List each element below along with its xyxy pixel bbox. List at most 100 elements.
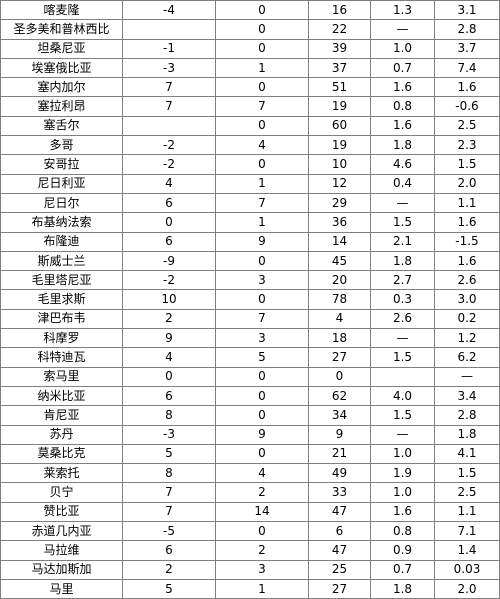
table-row: 津巴布韦 2 7 4 2.6 0.2	[0, 308, 500, 330]
value-cell-col3: 18	[308, 328, 371, 349]
country-name-cell: 赤道几内亚	[0, 521, 123, 542]
value-cell-col5: 7.4	[434, 57, 500, 79]
value-cell-col3: 51	[308, 77, 371, 98]
value-cell-col5: -0.6	[434, 96, 500, 117]
table-row: 马拉维 6 2 47 0.9 1.4	[0, 540, 500, 561]
country-name-cell: 尼日利亚	[0, 173, 123, 194]
value-cell-col3: 34	[308, 405, 371, 426]
value-cell-col5: 1.5	[434, 154, 500, 175]
value-cell-col2: 1	[215, 578, 309, 599]
value-cell-col5: 1.1	[434, 192, 500, 214]
value-cell-col2: 0	[215, 289, 309, 310]
value-cell-col1: 2	[122, 559, 216, 580]
value-cell-col1: 7	[122, 482, 216, 503]
value-cell-col2: 2	[215, 540, 309, 561]
value-cell-col3: 22	[308, 19, 371, 40]
value-cell-col1: 4	[122, 173, 216, 194]
value-cell-col5: 3.1	[434, 0, 500, 21]
table-row: 尼日尔 6 7 29—1.1	[0, 192, 500, 214]
value-cell-col2: 4	[215, 463, 309, 484]
value-cell-col4	[370, 366, 435, 387]
value-cell-col5: 4.1	[434, 443, 500, 465]
value-cell-col2: 7	[215, 96, 309, 117]
value-cell-col2: 1	[215, 173, 309, 194]
country-name-cell: 马达加斯加	[0, 559, 123, 580]
value-cell-col4: 1.0	[370, 482, 435, 503]
table-row: 安哥拉 -2 0 10 4.6 1.5	[0, 154, 500, 175]
value-cell-col4: 0.3	[370, 289, 435, 310]
value-cell-col3: 19	[308, 96, 371, 117]
country-name-cell: 科特迪瓦	[0, 347, 123, 368]
value-cell-col4: 1.5	[370, 347, 435, 368]
value-cell-col5: 3.7	[434, 38, 500, 59]
value-cell-col2: 2	[215, 482, 309, 503]
table-row: 赤道几内亚 -5 0 6 0.8 7.1	[0, 521, 500, 542]
country-name-cell: 索马里	[0, 366, 123, 387]
value-cell-col5: 1.6	[434, 212, 500, 233]
country-name-cell: 科摩罗	[0, 328, 123, 349]
value-cell-col5: 2.8	[434, 405, 500, 426]
value-cell-col4: —	[370, 192, 435, 214]
value-cell-col4: —	[370, 328, 435, 349]
value-cell-col1: 6	[122, 540, 216, 561]
value-cell-col3: 49	[308, 463, 371, 484]
value-cell-col5: 2.5	[434, 115, 500, 137]
value-cell-col5: 1.6	[434, 77, 500, 98]
country-name-cell: 莱索托	[0, 463, 123, 484]
value-cell-col1: -3	[122, 57, 216, 79]
value-cell-col3: 10	[308, 154, 371, 175]
value-cell-col5: 0.03	[434, 559, 500, 580]
value-cell-col4: 0.7	[370, 57, 435, 79]
value-cell-col5: 2.8	[434, 19, 500, 40]
value-cell-col3: 4	[308, 308, 371, 330]
table-row: 塞舌尔 0 60 1.6 2.5	[0, 115, 500, 137]
value-cell-col1: 7	[122, 96, 216, 117]
value-cell-col4: 2.7	[370, 270, 435, 291]
table-row: 布隆迪 6 9 14 2.1 -1.5	[0, 231, 500, 252]
country-name-cell: 布基纳法索	[0, 212, 123, 233]
value-cell-col5: 1.6	[434, 250, 500, 272]
country-name-cell: 苏丹	[0, 424, 123, 445]
value-cell-col1: 5	[122, 443, 216, 465]
country-name-cell: 圣多美和普林西比	[0, 19, 123, 40]
value-cell-col5: 2.3	[434, 135, 500, 156]
country-name-cell: 布隆迪	[0, 231, 123, 252]
table-row: 苏丹 -3 9 9—1.8	[0, 424, 500, 445]
country-name-cell: 喀麦隆	[0, 0, 123, 21]
value-cell-col3: 78	[308, 289, 371, 310]
table-row: 科特迪瓦 4 5 27 1.5 6.2	[0, 347, 500, 368]
value-cell-col2: 3	[215, 328, 309, 349]
value-cell-col4: 0.7	[370, 559, 435, 580]
value-cell-col1: -5	[122, 521, 216, 542]
value-cell-col4: 2.6	[370, 308, 435, 330]
value-cell-col5: 2.0	[434, 173, 500, 194]
country-name-cell: 贝宁	[0, 482, 123, 503]
value-cell-col1: 9	[122, 328, 216, 349]
value-cell-col4: 1.3	[370, 0, 435, 21]
value-cell-col2: 1	[215, 212, 309, 233]
value-cell-col2: 9	[215, 424, 309, 445]
value-cell-col3: 33	[308, 482, 371, 503]
table-row: 尼日利亚 4 1 12 0.4 2.0	[0, 173, 500, 194]
value-cell-col2: 1	[215, 57, 309, 79]
value-cell-col3: 6	[308, 521, 371, 542]
country-name-cell: 马拉维	[0, 540, 123, 561]
value-cell-col3: 12	[308, 173, 371, 194]
value-cell-col3: 29	[308, 192, 371, 214]
table-row: 贝宁 7 2 33 1.0 2.5	[0, 482, 500, 503]
value-cell-col2: 14	[215, 501, 309, 523]
value-cell-col2: 0	[215, 366, 309, 387]
country-name-cell: 赞比亚	[0, 501, 123, 523]
country-name-cell: 毛里求斯	[0, 289, 123, 310]
value-cell-col1: -2	[122, 135, 216, 156]
value-cell-col2: 3	[215, 270, 309, 291]
table-row: 赞比亚 7 14 47 1.6 1.1	[0, 501, 500, 523]
country-name-cell: 安哥拉	[0, 154, 123, 175]
value-cell-col5: 1.4	[434, 540, 500, 561]
table-row: 莱索托 8 4 49 1.9 1.5	[0, 463, 500, 484]
value-cell-col1: 6	[122, 385, 216, 407]
value-cell-col4: 1.5	[370, 212, 435, 233]
table-row: 毛里求斯 10 0 78 0.3 3.0	[0, 289, 500, 310]
value-cell-col2: 0	[215, 115, 309, 137]
